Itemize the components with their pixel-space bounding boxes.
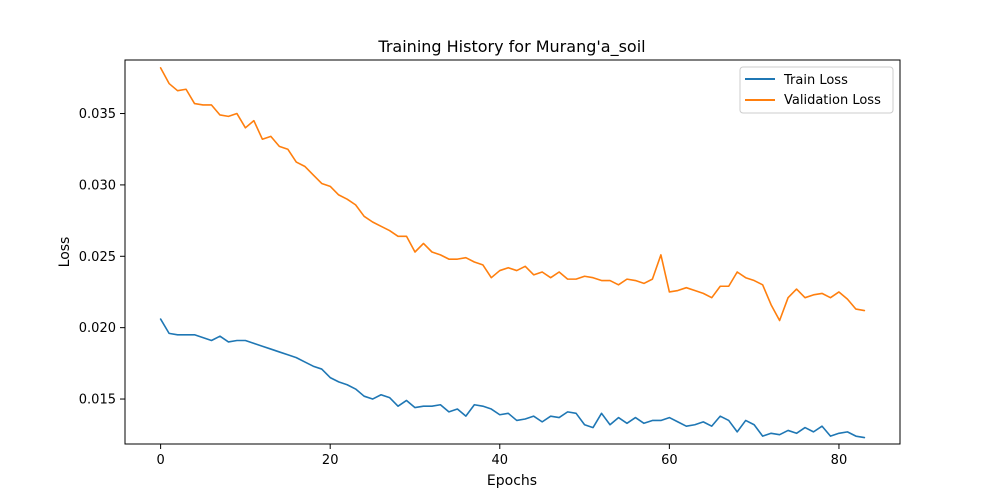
x-axis-ticks: 0 20 40 60 80 [156, 444, 847, 468]
series-line-train-loss [159, 318, 866, 439]
y-tick-label: 0.030 [79, 178, 116, 193]
chart-title: Training History for Murang'a_soil [377, 37, 645, 57]
legend-box [739, 66, 894, 114]
x-tick-label: 40 [492, 453, 509, 468]
y-axis-ticks: 0.015 0.020 0.025 0.030 0.035 [79, 107, 125, 408]
series-layer [159, 67, 866, 439]
legend-label-train-loss: Train Loss [783, 73, 848, 88]
y-axis-label: Loss [57, 237, 73, 268]
series-line-validation-loss [159, 67, 866, 322]
plot-background [125, 60, 900, 444]
plot-area [125, 60, 900, 444]
y-tick-label: 0.020 [79, 321, 116, 336]
x-axis-label: Epochs [487, 473, 537, 489]
x-tick-label: 80 [831, 453, 848, 468]
y-tick-label: 0.035 [79, 107, 116, 122]
plot-frame [124, 59, 901, 445]
x-tick-label: 60 [661, 453, 678, 468]
legend-label-validation-loss: Validation Loss [784, 93, 881, 108]
x-tick-label: 0 [156, 453, 164, 468]
y-tick-label: 0.025 [79, 250, 116, 265]
legend: Train Loss Validation Loss [739, 66, 894, 114]
x-tick-label: 20 [322, 453, 339, 468]
y-tick-label: 0.015 [79, 393, 116, 408]
